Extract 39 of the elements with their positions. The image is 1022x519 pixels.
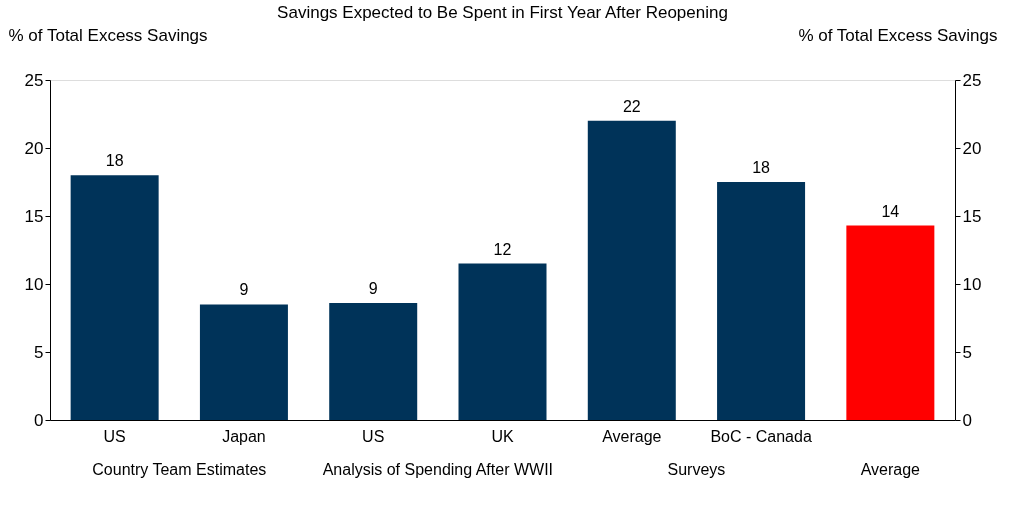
y2-tick-label: 5 [962, 342, 972, 362]
bar [70, 175, 159, 420]
y-tick-label: 15 [24, 206, 44, 226]
data-label: 18 [752, 159, 771, 176]
y-tick-label: 5 [34, 342, 44, 362]
bar [458, 263, 547, 420]
x-tick-label: US [362, 427, 385, 445]
y2-tick-label: 20 [962, 138, 982, 158]
y2-tick-label: 25 [962, 70, 982, 90]
y-tick-label: 20 [24, 138, 44, 158]
text: Surveys [667, 461, 726, 478]
x-tick-label: Average [602, 427, 662, 445]
bar [329, 303, 418, 420]
bar [587, 120, 676, 420]
bar [199, 304, 288, 420]
chart-title: Savings Expected to Be Spent in First Year After Reopening [277, 3, 728, 22]
text: Analysis of Spending After WWII [322, 461, 554, 478]
data-label: 18 [105, 152, 124, 170]
data-label: 9 [368, 280, 378, 298]
data-label: 9 [239, 281, 249, 299]
bar [717, 182, 806, 420]
x-tick-label: BoC - Canada [710, 427, 812, 445]
bar [846, 225, 935, 420]
y-tick-label: 0 [34, 410, 44, 430]
data-label: 22 [622, 97, 641, 115]
y2-tick-label: 15 [962, 206, 982, 226]
y2-axis-title: % of Total Excess Savings [798, 25, 998, 45]
x-tick-label: UK [491, 427, 514, 445]
data-label: 12 [493, 240, 512, 258]
text: Average [860, 461, 921, 478]
y2-tick-label: 10 [962, 274, 982, 294]
y-tick-label: 10 [24, 274, 44, 294]
text: Country Team Estimates [92, 461, 267, 478]
y2-tick-label: 0 [962, 410, 972, 430]
x-tick-label: US [103, 427, 126, 445]
y-tick-label: 25 [24, 70, 44, 90]
y-axis-title: % of Total Excess Savings [8, 25, 208, 45]
data-label: 14 [881, 202, 900, 220]
x-tick-label: Japan [222, 427, 266, 445]
